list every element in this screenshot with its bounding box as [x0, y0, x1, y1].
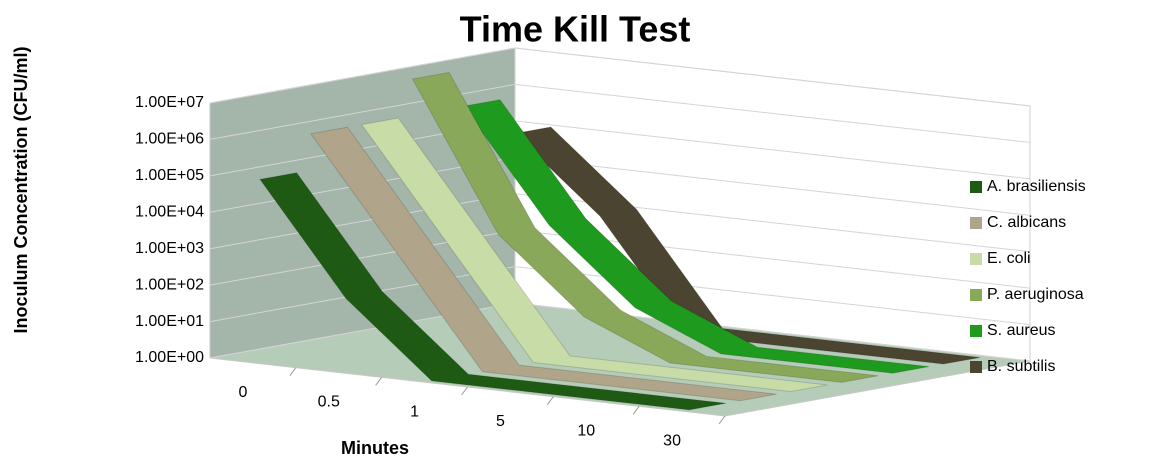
grid-line [209, 47, 1031, 107]
y-tick-label: 1.00E+03 [135, 240, 204, 257]
legend-label: B. subtilis [987, 358, 1055, 375]
grid-line [209, 266, 1031, 326]
series-ribbon [462, 99, 930, 374]
x-tick [718, 415, 726, 425]
legend-label: S. aureus [987, 322, 1055, 339]
series-ribbon [360, 117, 828, 393]
x-tick [461, 386, 468, 396]
x-tick-label: 0.5 [318, 394, 340, 411]
series-ribbon [309, 126, 777, 402]
x-tick-label: 5 [496, 413, 505, 430]
y-tick-label: 1.00E+05 [135, 167, 204, 184]
y-tick-label: 1.00E+06 [135, 131, 204, 148]
legend-label: C. albicans [987, 214, 1066, 231]
y-tick-label: 1.00E+01 [135, 313, 204, 330]
x-tick [632, 406, 640, 415]
legend-swatch [970, 289, 982, 301]
legend-swatch [970, 325, 982, 337]
chart-title: Time Kill Test [460, 9, 691, 50]
y-axis-label: Inoculum Concentration (CFU/ml) [11, 47, 31, 334]
x-tick [546, 396, 554, 405]
x-tick [289, 367, 297, 376]
grid-line [209, 83, 1031, 143]
x-axis-label: Minutes [341, 438, 409, 458]
y-tick-label: 1.00E+04 [135, 204, 204, 221]
legend-label: E. coli [987, 250, 1031, 267]
y-tick-label: 1.00E+07 [135, 94, 204, 111]
legend-swatch [970, 361, 982, 373]
legend-label: P. aeruginosa [987, 286, 1084, 303]
legend-swatch [970, 253, 982, 265]
x-tick-label: 0 [238, 384, 247, 401]
x-tick-label: 30 [663, 432, 681, 449]
legend-swatch [970, 181, 982, 193]
x-tick-label: 1 [410, 403, 419, 420]
y-tick-label: 1.00E+02 [135, 276, 204, 293]
series-ribbon [259, 172, 726, 411]
x-tick [375, 377, 383, 386]
series-ribbon [411, 71, 879, 383]
y-tick-label: 1.00E+00 [135, 349, 204, 366]
x-tick-label: 10 [577, 423, 595, 440]
legend-label: A. brasiliensis [987, 178, 1086, 195]
legend-swatch [970, 217, 982, 229]
